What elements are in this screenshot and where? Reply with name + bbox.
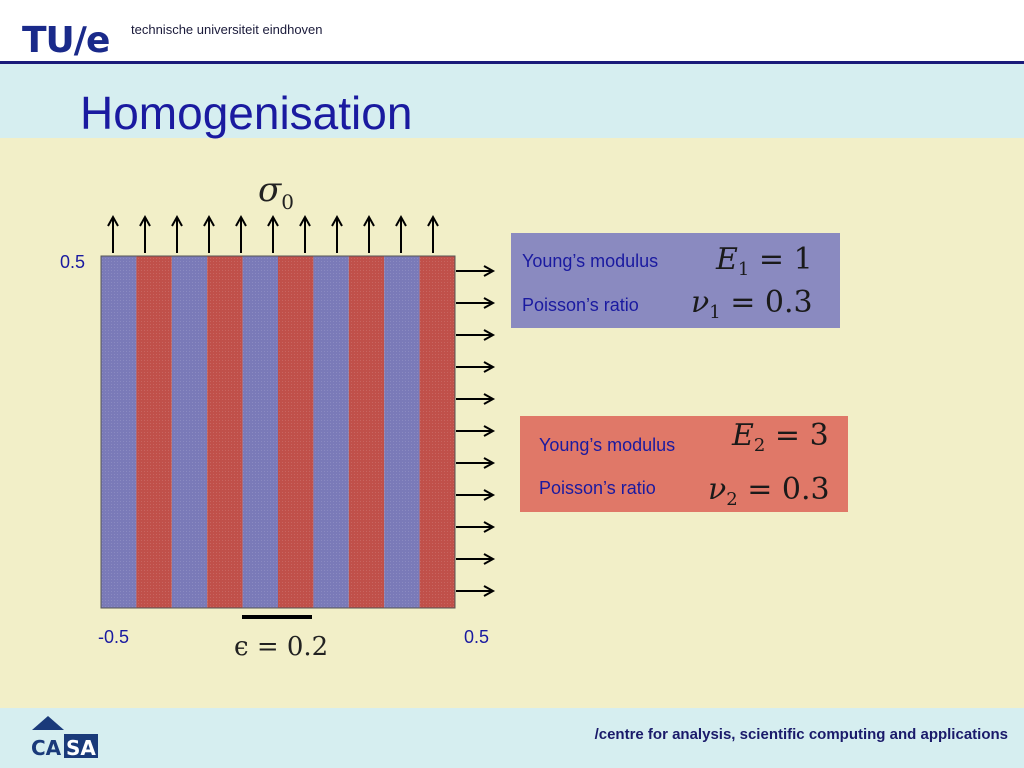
up-arrow-icon (331, 214, 343, 253)
x-left-label: -0.5 (98, 627, 130, 647)
domain-border (100, 255, 456, 609)
up-arrow-icon (171, 214, 183, 253)
material-2-young-label: Young’s modulus (539, 435, 676, 455)
casa-roof-icon (32, 716, 64, 730)
material-1-young-subscript: 1 (737, 259, 750, 280)
material-strips (101, 256, 455, 608)
right-arrow-icon (456, 425, 496, 437)
x-right-label: 0.5 (464, 627, 490, 647)
up-arrow-icon (395, 214, 407, 253)
material-2-poisson-equation: ν2 = 0.3 (708, 472, 830, 510)
right-arrow-icon (456, 521, 496, 533)
header-divider (0, 61, 1024, 64)
stress-subscript: 0 (281, 190, 294, 214)
material-2-young-value: = 3 (774, 418, 829, 453)
slide-title: Homogenisation (80, 87, 413, 139)
strip-texture (136, 256, 172, 608)
stress-symbol: σ (258, 170, 282, 210)
stress-label: σ0 (258, 170, 294, 214)
right-arrow-icon (456, 585, 496, 597)
footer-tagline: /centre for analysis, scientific computi… (594, 726, 1008, 743)
casa-logo: CA SA (30, 716, 98, 760)
stress-arrows-top (107, 214, 439, 253)
logo-tu: TU (22, 20, 75, 61)
right-arrow-icon (456, 393, 496, 405)
right-arrow-icon (456, 457, 496, 469)
material-1-poisson-label: Poisson’s ratio (522, 295, 639, 315)
material-2-box: Young’s modulus E2 = 3 Poisson’s ratio ν… (520, 416, 848, 512)
material-2-poisson-label: Poisson’s ratio (539, 478, 656, 498)
epsilon-label: ϵ = 0.2 (234, 632, 329, 662)
footer-band (0, 708, 1024, 768)
strip-texture (419, 256, 455, 608)
up-arrow-icon (299, 214, 311, 253)
right-arrow-icon (456, 265, 496, 277)
header-bar (0, 0, 1024, 62)
logo-e: e (85, 20, 110, 61)
title-band (0, 64, 1024, 138)
right-arrow-icon (456, 361, 496, 373)
strip-texture (278, 256, 314, 608)
y-top-label: 0.5 (60, 252, 86, 272)
casa-ca-block (30, 734, 68, 758)
up-arrow-icon (139, 214, 151, 253)
up-arrow-icon (427, 214, 439, 253)
strip-texture (384, 256, 420, 608)
material-1-poisson-value: = 0.3 (730, 285, 813, 320)
material-2-young-equation: E2 = 3 (732, 418, 829, 456)
material-2-poisson-subscript: 2 (726, 489, 738, 510)
arrows-right-edge (456, 265, 496, 597)
right-arrow-icon (456, 489, 496, 501)
material-1-young-symbol: E (716, 242, 738, 277)
up-arrow-icon (363, 214, 375, 253)
material-2-young-symbol: E (732, 418, 754, 453)
up-arrow-icon (107, 214, 119, 253)
strip-texture (348, 256, 385, 608)
right-arrow-icon (456, 329, 496, 341)
up-arrow-icon (235, 214, 247, 253)
material-1-box: Young’s modulus E1 = 1 Poisson’s ratio ν… (511, 233, 840, 328)
material-1-young-value: = 1 (758, 242, 813, 277)
right-arrow-icon (456, 553, 496, 565)
material-1-poisson-subscript: 1 (709, 302, 721, 323)
material-2-poisson-symbol: ν (708, 472, 727, 507)
strip-texture (313, 256, 349, 608)
strip-texture (171, 256, 208, 608)
up-arrow-icon (267, 214, 279, 253)
university-name: technische universiteit eindhoven (131, 22, 323, 37)
material-1-poisson-symbol: ν (691, 285, 710, 320)
material-1-young-label: Young’s modulus (522, 251, 659, 271)
casa-sa-text: SA (66, 736, 96, 760)
material-1-poisson-equation: ν1 = 0.3 (691, 285, 813, 323)
material-2-poisson-value: = 0.3 (747, 472, 830, 507)
logo-slash: / (73, 20, 87, 61)
strip-texture (242, 256, 278, 608)
material-1-young-equation: E1 = 1 (716, 242, 813, 280)
up-arrow-icon (203, 214, 215, 253)
casa-sa-block (64, 734, 98, 758)
tue-logo: TU/e (22, 20, 110, 61)
strip-texture (101, 256, 137, 608)
strip-texture (207, 256, 243, 608)
casa-ca-text: CA (31, 736, 62, 760)
right-arrow-icon (456, 297, 496, 309)
material-2-young-subscript: 2 (753, 435, 766, 456)
